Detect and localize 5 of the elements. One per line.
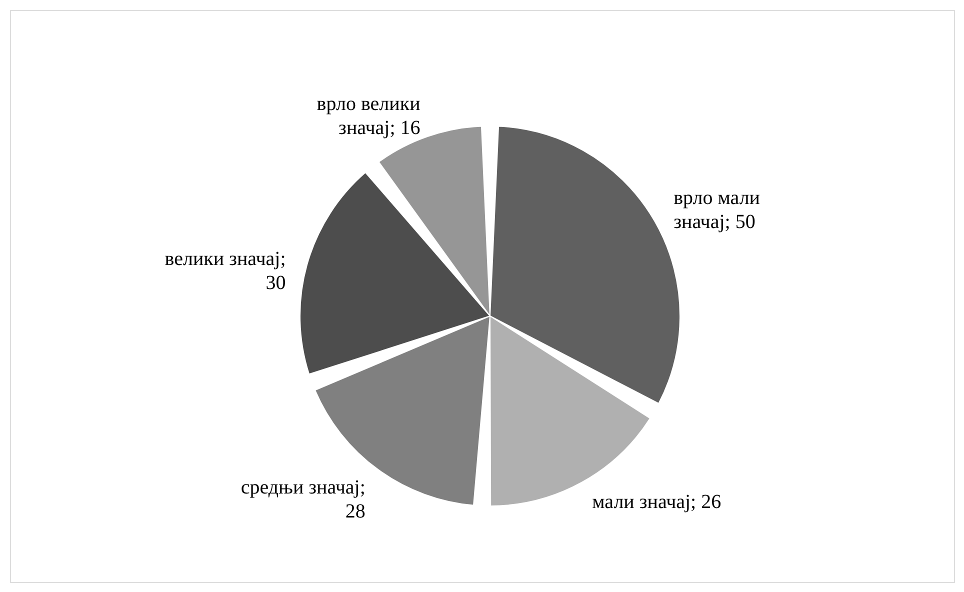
slice-label: велики значај; 30 [164, 248, 286, 294]
slice-label: мали значај; 26 [592, 490, 722, 513]
slice-label: врло мали значај; 50 [674, 187, 760, 233]
slice-label: средњи значај; 28 [240, 476, 366, 523]
slice-label: врло велики значај; 16 [316, 92, 421, 139]
